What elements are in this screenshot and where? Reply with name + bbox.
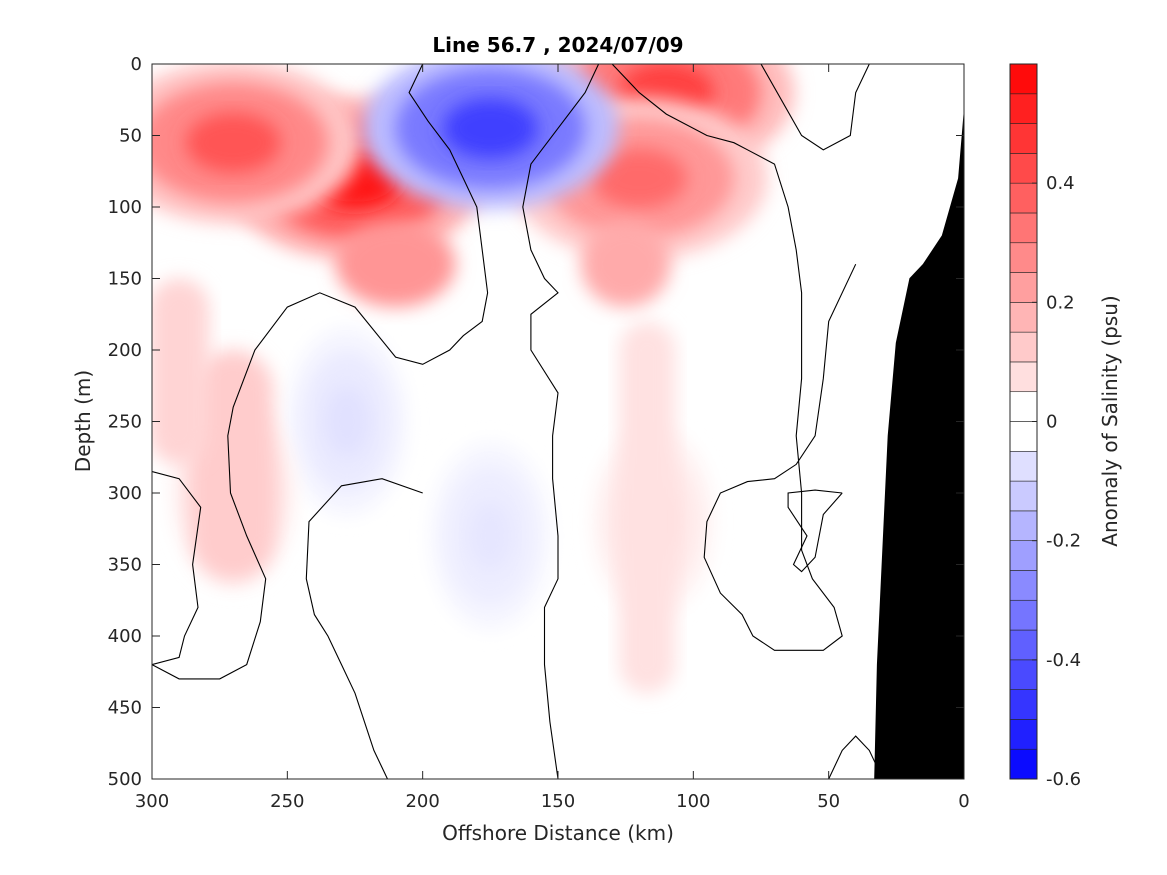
x-axis-label: Offshore Distance (km) <box>442 821 674 845</box>
y-tick-label: 250 <box>108 412 142 433</box>
colorbar-swatch <box>1009 93 1038 124</box>
colorbar-swatch <box>1009 689 1038 720</box>
colorbar-tick-label: 0 <box>1046 412 1057 433</box>
plume-anomaly <box>335 221 456 308</box>
contour-line <box>828 735 884 779</box>
x-tick-label: 100 <box>676 791 710 812</box>
contour-line <box>522 64 600 779</box>
bathymetry-mask <box>874 114 964 779</box>
x-axis-ticks: 300 250 200 150 100 50 0 <box>135 64 970 812</box>
x-tick-label: 50 <box>817 791 840 812</box>
y-tick-label: 300 <box>108 483 142 504</box>
colorbar-swatch <box>1009 719 1038 750</box>
colorbar-swatch <box>1009 123 1038 154</box>
y-tick-label: 0 <box>131 54 142 75</box>
contour-line <box>611 64 857 651</box>
plume-anomaly <box>152 278 210 465</box>
colorbar-swatch <box>1009 63 1038 95</box>
weak-negative-anomaly <box>429 441 552 631</box>
colorbar-swatch <box>1009 212 1038 244</box>
contour-line <box>787 489 843 573</box>
x-tick-label: 250 <box>270 791 304 812</box>
colorbar-swatch <box>1009 748 1038 780</box>
y-tick-label: 200 <box>108 340 142 361</box>
colorbar-swatch <box>1009 302 1038 333</box>
colorbar-swatch <box>1009 331 1038 363</box>
colorbar-swatch <box>1009 361 1038 393</box>
colorbar-swatch <box>1009 242 1038 273</box>
plume-anomaly <box>619 321 676 694</box>
colorbar-swatch <box>1009 570 1038 601</box>
colorbar: -0.6 -0.4 -0.2 0 0.2 0.4 <box>1009 63 1081 790</box>
colorbar-swatch <box>1009 391 1038 422</box>
y-tick-label: 350 <box>108 555 142 576</box>
contour-line <box>760 64 870 151</box>
colorbar-swatch <box>1009 510 1038 541</box>
colorbar-tick-label: 0.2 <box>1046 292 1075 313</box>
colorbar-swatch <box>1009 450 1038 482</box>
seafloor <box>874 114 964 779</box>
colorbar-tick-label: -0.6 <box>1046 769 1081 790</box>
colorbar-swatch <box>1009 599 1038 631</box>
colorbar-label: Anomaly of Salinity (psu) <box>1098 295 1122 546</box>
x-tick-label: 200 <box>405 791 439 812</box>
colorbar-swatch <box>1009 153 1038 184</box>
colorbar-swatch <box>1009 272 1038 303</box>
y-tick-label: 150 <box>108 269 142 290</box>
x-tick-label: 300 <box>135 791 169 812</box>
y-tick-label: 500 <box>108 769 142 790</box>
positive-anomaly <box>152 64 362 224</box>
y-tick-label: 100 <box>108 197 142 218</box>
colorbar-tick-label: -0.2 <box>1046 531 1081 552</box>
colorbar-tick-label: -0.4 <box>1046 650 1081 671</box>
colorbar-swatch <box>1009 629 1038 661</box>
colorbar-swatch <box>1009 421 1038 452</box>
y-tick-label: 400 <box>108 626 142 647</box>
contour-line <box>152 64 489 680</box>
y-tick-label: 50 <box>119 126 142 147</box>
y-axis-label: Depth (m) <box>71 370 95 472</box>
contour-line <box>152 470 202 666</box>
weak-negative-anomaly <box>286 327 408 516</box>
y-axis-ticks: 0 50 100 150 200 250 300 350 400 450 500 <box>108 54 964 790</box>
plume-anomaly <box>580 221 671 308</box>
anomaly-field <box>152 64 795 694</box>
x-tick-label: 150 <box>541 791 575 812</box>
x-tick-label: 0 <box>958 791 969 812</box>
colorbar-tick-label: 0.4 <box>1046 173 1075 194</box>
colorbar-swatch <box>1009 182 1038 214</box>
y-tick-label: 450 <box>108 698 142 719</box>
plume-anomaly <box>193 350 274 579</box>
negative-anomaly <box>362 64 619 210</box>
colorbar-swatch <box>1009 659 1038 690</box>
contour-line <box>305 478 423 779</box>
zero-contour-lines <box>152 64 884 779</box>
colorbar-swatch <box>1009 540 1038 571</box>
chart-title: Line 56.7 , 2024/07/09 <box>432 33 683 57</box>
colorbar-swatch <box>1009 480 1038 512</box>
